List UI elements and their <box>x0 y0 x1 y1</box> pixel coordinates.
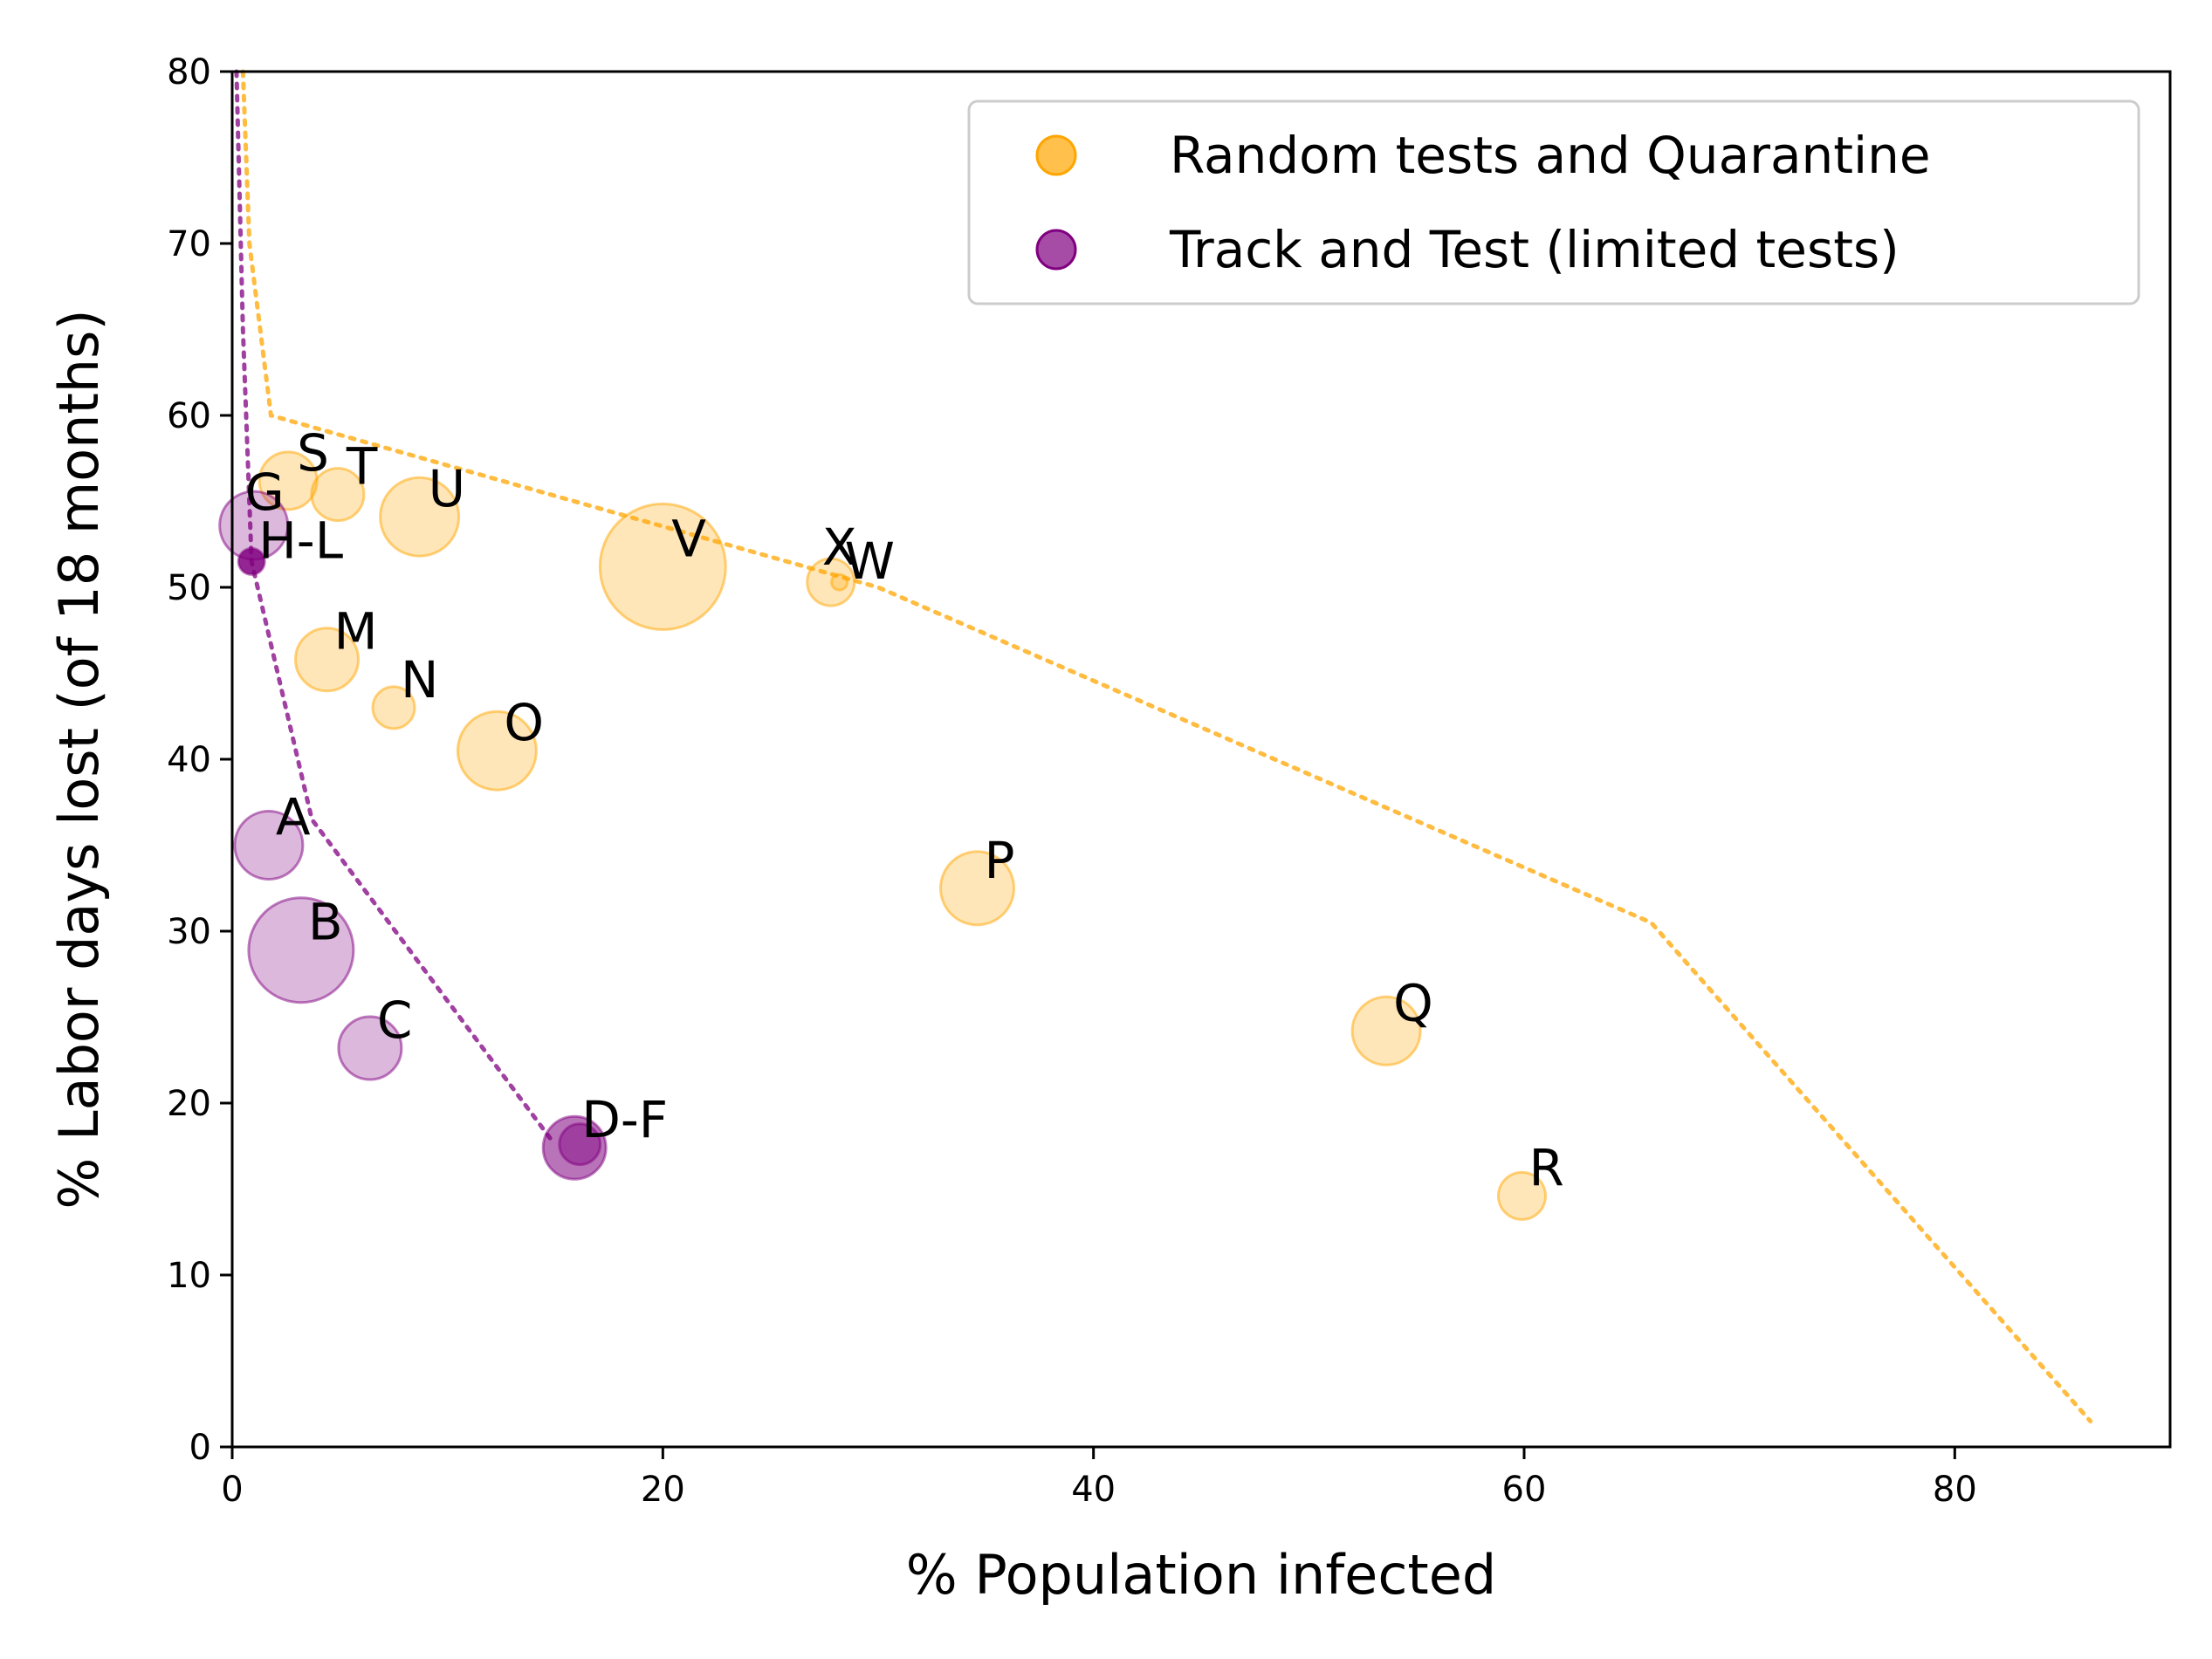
point-label-c: C <box>377 991 413 1050</box>
frontier-line-series-0 <box>240 69 2093 1423</box>
point-s <box>258 450 319 511</box>
axes: 0 20 40 60 80 0 10 20 30 40 50 60 70 80 % Population i… <box>47 52 2172 1607</box>
point-a <box>233 810 305 881</box>
point-label-p: P <box>985 831 1015 890</box>
y-tick-label-0: 0 <box>189 1428 211 1468</box>
point-label-u: U <box>429 459 465 518</box>
point-u <box>379 476 461 558</box>
point-c <box>337 1015 403 1081</box>
point-w <box>830 572 849 592</box>
legend-label-series-1: Track and Test (limited tests) <box>1169 220 1899 279</box>
point-label-t: T <box>346 437 378 497</box>
y-tick-label-20: 20 <box>167 1084 211 1124</box>
y-tick-label-60: 60 <box>167 396 211 436</box>
x-tick-label-0: 0 <box>221 1470 243 1510</box>
legend-label-series-0: Random tests and Quarantine <box>1170 126 1931 185</box>
x-tick-label-20: 20 <box>641 1470 685 1510</box>
point-m <box>294 627 360 693</box>
point-q <box>1350 995 1422 1066</box>
y-tick-label-50: 50 <box>167 568 211 608</box>
y-tick-label-80: 80 <box>167 52 211 93</box>
legend-box <box>967 99 2140 305</box>
point-label-d-f: D-F <box>581 1090 668 1149</box>
y-tick-label-70: 70 <box>167 224 211 264</box>
point-labels: S T U V XW MN O P Q R GH-L ABC D-F <box>245 423 1564 1198</box>
point-label-a: A <box>276 788 311 847</box>
point-label-v: V <box>671 509 706 568</box>
x-tick-label-80: 80 <box>1933 1470 1977 1510</box>
y-axis-label: % Labor days lost (of 18 months) <box>47 309 111 1209</box>
x-tick-label-60: 60 <box>1502 1470 1547 1510</box>
point-label-s: S <box>297 423 329 483</box>
data-points <box>218 450 1547 1221</box>
legend-marker-series-1 <box>1035 229 1077 271</box>
point-label-m: M <box>334 602 378 662</box>
point-p <box>939 850 1015 927</box>
point-v <box>598 502 727 631</box>
point-d-f <box>541 1114 608 1181</box>
point-label-w: W <box>845 531 895 591</box>
point-d-f-inner <box>558 1122 602 1167</box>
y-tick-label-10: 10 <box>167 1256 211 1296</box>
legend: Random tests and Quarantine Track and Tes… <box>967 99 2140 305</box>
point-label-h-l: H-L <box>258 511 343 570</box>
point-h-l <box>237 546 266 576</box>
point-label-g: G <box>245 463 285 522</box>
y-tick-label-40: 40 <box>167 740 211 780</box>
point-t <box>310 467 366 523</box>
y-tick-label-30: 30 <box>167 912 211 952</box>
point-o <box>456 710 538 792</box>
point-label-o: O <box>504 693 544 752</box>
point-n <box>371 685 416 730</box>
point-label-q: Q <box>1393 973 1433 1032</box>
point-label-x: X <box>822 518 857 577</box>
legend-marker-series-0 <box>1035 134 1077 176</box>
point-r <box>1497 1170 1547 1221</box>
point-label-n: N <box>401 650 438 710</box>
x-axis-label: % Population infected <box>906 1543 1496 1607</box>
point-label-b: B <box>308 893 343 952</box>
point-label-r: R <box>1529 1138 1564 1197</box>
point-b <box>247 896 355 1004</box>
x-tick-label-40: 40 <box>1071 1470 1116 1510</box>
